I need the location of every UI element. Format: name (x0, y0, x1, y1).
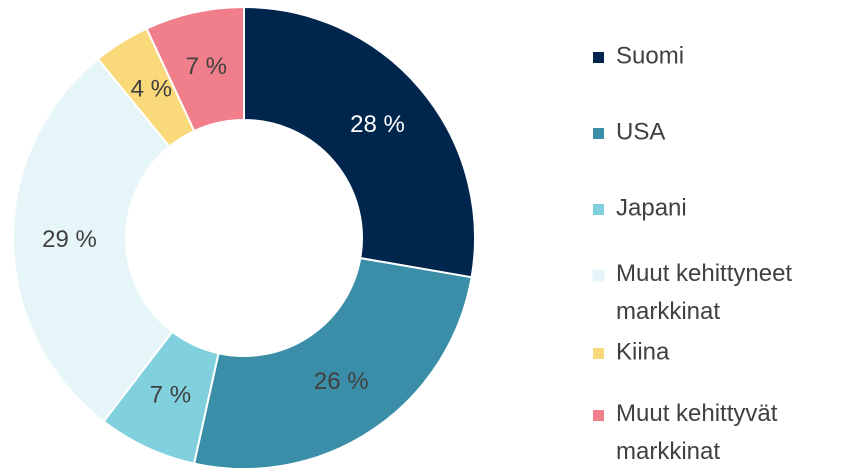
legend-swatch (593, 410, 604, 421)
legend-label: Kiina (616, 338, 670, 365)
legend-swatch (593, 204, 604, 215)
legend-label: Suomi (616, 42, 684, 69)
donut-slice (192, 256, 473, 470)
data-label: 4 % (131, 75, 172, 102)
legend-swatch (592, 269, 605, 282)
donut-slice (243, 5, 476, 279)
donut-slice (145, 5, 245, 133)
legend-swatch (593, 52, 604, 63)
data-label: 7 % (150, 382, 191, 409)
legend-label: Muut kehittyneet markkinat (616, 260, 792, 325)
data-label: 26 % (314, 368, 369, 395)
legend-label: USA (616, 118, 665, 145)
legend-swatch (593, 348, 604, 359)
legend-label: Japani (616, 194, 687, 221)
legend-label: Muut kehittyvät markkinat (616, 400, 778, 465)
data-label: 7 % (186, 53, 227, 80)
donut-slice (12, 57, 174, 423)
data-label: 29 % (42, 226, 97, 253)
legend-swatch (593, 128, 604, 139)
data-label: 28 % (350, 111, 405, 138)
